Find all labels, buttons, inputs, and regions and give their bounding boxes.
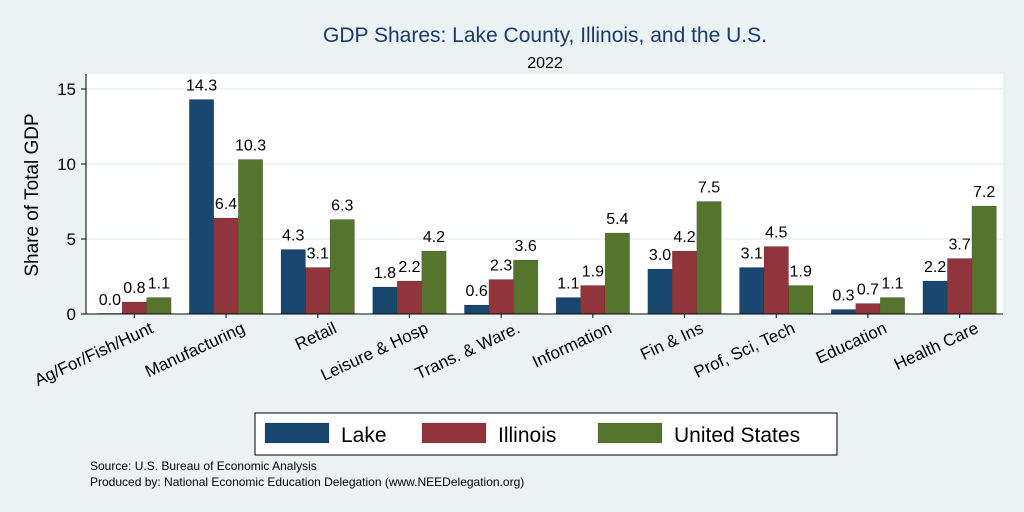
legend-swatch <box>421 422 487 444</box>
bar <box>672 250 698 315</box>
bar <box>763 246 789 315</box>
data-label: 3.1 <box>741 246 763 263</box>
x-tick-label: Retail <box>292 318 339 354</box>
data-label: 0.7 <box>857 282 879 299</box>
x-tick-label: Manufacturing <box>142 318 248 381</box>
bar <box>788 285 814 315</box>
x-tick-label: Ag/For/Fish/Hunt <box>32 318 157 390</box>
bar <box>329 219 355 315</box>
data-label: 2.2 <box>924 259 946 276</box>
legend-label: Illinois <box>498 424 556 447</box>
bar <box>372 286 398 315</box>
y-tick-label: 5 <box>67 230 76 249</box>
data-label: 5.4 <box>606 211 628 228</box>
chart-title: GDP Shares: Lake County, Illinois, and t… <box>323 24 767 47</box>
legend-swatch <box>264 422 330 444</box>
data-label: 3.0 <box>649 247 671 264</box>
bar <box>121 301 147 315</box>
bar <box>947 258 973 315</box>
legend: Lake Illinois United States <box>254 412 838 456</box>
produced-by-note: Produced by: National Economic Education… <box>90 475 525 489</box>
bar <box>696 201 722 315</box>
data-label: 4.5 <box>765 225 787 242</box>
bar <box>830 309 856 315</box>
data-label: 2.3 <box>490 258 512 275</box>
x-tick-label: Fin & Ins <box>637 318 706 364</box>
data-label: 1.1 <box>557 276 579 293</box>
legend-label: United States <box>674 424 800 447</box>
bar <box>513 259 539 315</box>
x-tick-label: Trans. & Ware. <box>412 318 522 383</box>
bar <box>396 280 422 315</box>
data-label: 7.5 <box>698 180 720 197</box>
source-note: Source: U.S. Bureau of Economic Analysis <box>90 459 317 473</box>
data-label: 1.9 <box>790 264 812 281</box>
data-label: 3.6 <box>515 238 537 255</box>
bar <box>555 297 581 315</box>
bar <box>855 303 881 315</box>
bar <box>238 159 264 315</box>
legend-label: Lake <box>341 424 387 447</box>
y-tick-label: 15 <box>57 80 76 99</box>
data-label: 0.0 <box>99 292 121 309</box>
bar <box>189 99 215 315</box>
data-label: 10.3 <box>235 138 266 155</box>
y-tick-label: 0 <box>67 305 76 324</box>
data-label: 4.3 <box>282 228 304 245</box>
bar <box>647 268 673 315</box>
bar-layer <box>97 99 997 315</box>
bar <box>922 280 948 315</box>
bar <box>280 249 306 315</box>
bar <box>213 217 239 315</box>
bar <box>464 304 490 315</box>
data-label: 3.7 <box>949 237 971 254</box>
data-label: 7.2 <box>973 184 995 201</box>
x-tick-label: Information <box>529 318 614 371</box>
bar <box>488 279 514 315</box>
x-tick-label: Education <box>813 318 890 367</box>
data-label: 4.2 <box>673 229 695 246</box>
data-label: 1.8 <box>374 265 396 282</box>
x-tick-label: Prof, Sci, Tech <box>691 318 798 381</box>
data-label: 1.1 <box>148 276 170 293</box>
bar <box>971 205 997 315</box>
x-tick-label: Health Care <box>891 318 981 374</box>
data-label: 0.3 <box>832 288 854 305</box>
data-label: 6.3 <box>331 198 353 215</box>
data-label: 3.1 <box>307 246 329 263</box>
data-label: 2.2 <box>398 259 420 276</box>
data-label: 14.3 <box>186 78 217 95</box>
data-label: 0.6 <box>466 283 488 300</box>
bar <box>739 267 765 315</box>
y-tick-label: 10 <box>57 155 76 174</box>
bar <box>421 250 447 315</box>
data-label: 4.2 <box>423 229 445 246</box>
data-label: 6.4 <box>215 196 237 213</box>
label-layer: 0.00.8 1.114.36.410.34.33.16.31.8 2.24.20.… <box>99 78 996 310</box>
chart-subtitle: 2022 <box>527 55 563 72</box>
bar <box>146 297 172 315</box>
legend-swatch <box>597 422 663 444</box>
bar <box>604 232 630 315</box>
data-label: 1.1 <box>881 276 903 293</box>
bar <box>879 297 905 315</box>
bar <box>580 285 606 315</box>
legend-box <box>254 412 838 456</box>
data-label: 1.9 <box>582 264 604 281</box>
bar <box>305 267 331 315</box>
y-axis-label: Share of Total GDP <box>22 113 43 276</box>
data-label: 0.8 <box>123 280 145 297</box>
